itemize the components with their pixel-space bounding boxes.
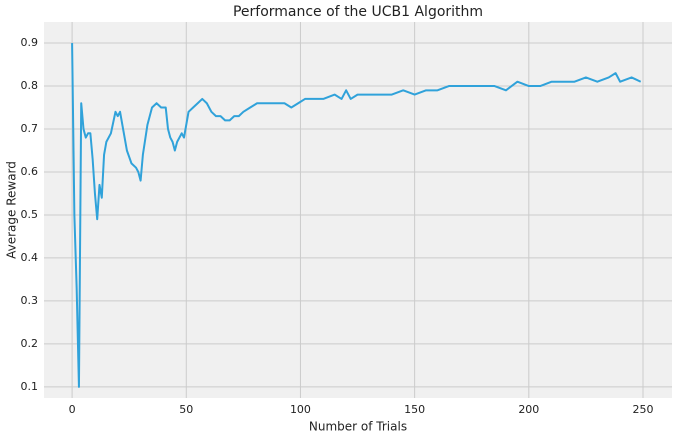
y-tick-label: 0.9 bbox=[21, 36, 39, 49]
y-tick-label: 0.3 bbox=[21, 294, 39, 307]
y-tick-label: 0.4 bbox=[21, 251, 39, 264]
y-axis-label: Average Reward bbox=[5, 161, 19, 259]
x-tick-label: 200 bbox=[518, 403, 539, 416]
x-axis-label: Number of Trials bbox=[309, 420, 407, 434]
x-tick-label: 50 bbox=[179, 403, 193, 416]
x-tick-label: 0 bbox=[69, 403, 76, 416]
y-tick-label: 0.1 bbox=[21, 380, 39, 393]
data-line bbox=[71, 43, 642, 388]
x-tick-label: 150 bbox=[404, 403, 425, 416]
x-tick-label: 250 bbox=[632, 403, 653, 416]
x-tick-label: 100 bbox=[290, 403, 311, 416]
plot-area bbox=[44, 22, 672, 398]
y-tick-label: 0.6 bbox=[21, 165, 39, 178]
y-tick-label: 0.7 bbox=[21, 122, 39, 135]
y-tick-label: 0.5 bbox=[21, 208, 39, 221]
y-tick-label: 0.8 bbox=[21, 79, 39, 92]
y-tick-label: 0.2 bbox=[21, 337, 39, 350]
chart-title: Performance of the UCB1 Algorithm bbox=[233, 4, 483, 20]
